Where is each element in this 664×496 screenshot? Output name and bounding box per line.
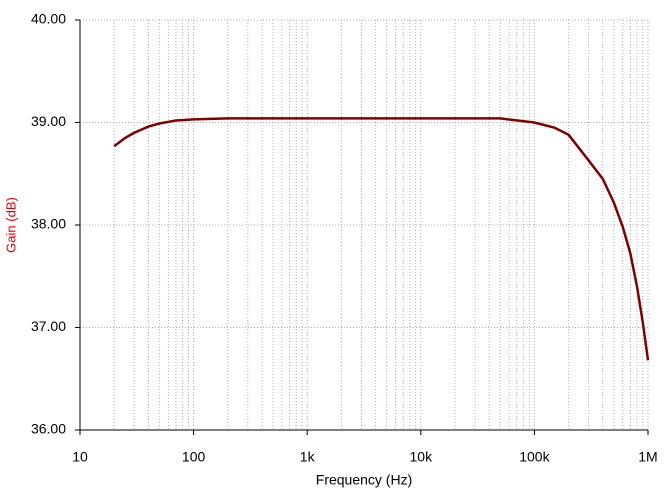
x-tick-label: 100 (182, 449, 206, 465)
y-tick-label: 36.00 (31, 421, 66, 437)
x-tick-label: 1k (300, 449, 316, 465)
line-series (113, 117, 650, 361)
x-tick-label: 10k (410, 449, 434, 465)
x-tick-label: 10 (72, 449, 88, 465)
y-tick-label: 37.00 (31, 318, 66, 334)
x-axis-label: Frequency (Hz) (316, 472, 412, 488)
y-tick-label: 38.00 (31, 216, 66, 232)
y-axis-label: Gain (dB) (3, 197, 18, 253)
y-tick-label: 39.00 (31, 113, 66, 129)
x-tick-label: 1M (638, 449, 657, 465)
x-tick-label: 100k (519, 449, 550, 465)
y-tick-label: 40.00 (31, 11, 66, 27)
